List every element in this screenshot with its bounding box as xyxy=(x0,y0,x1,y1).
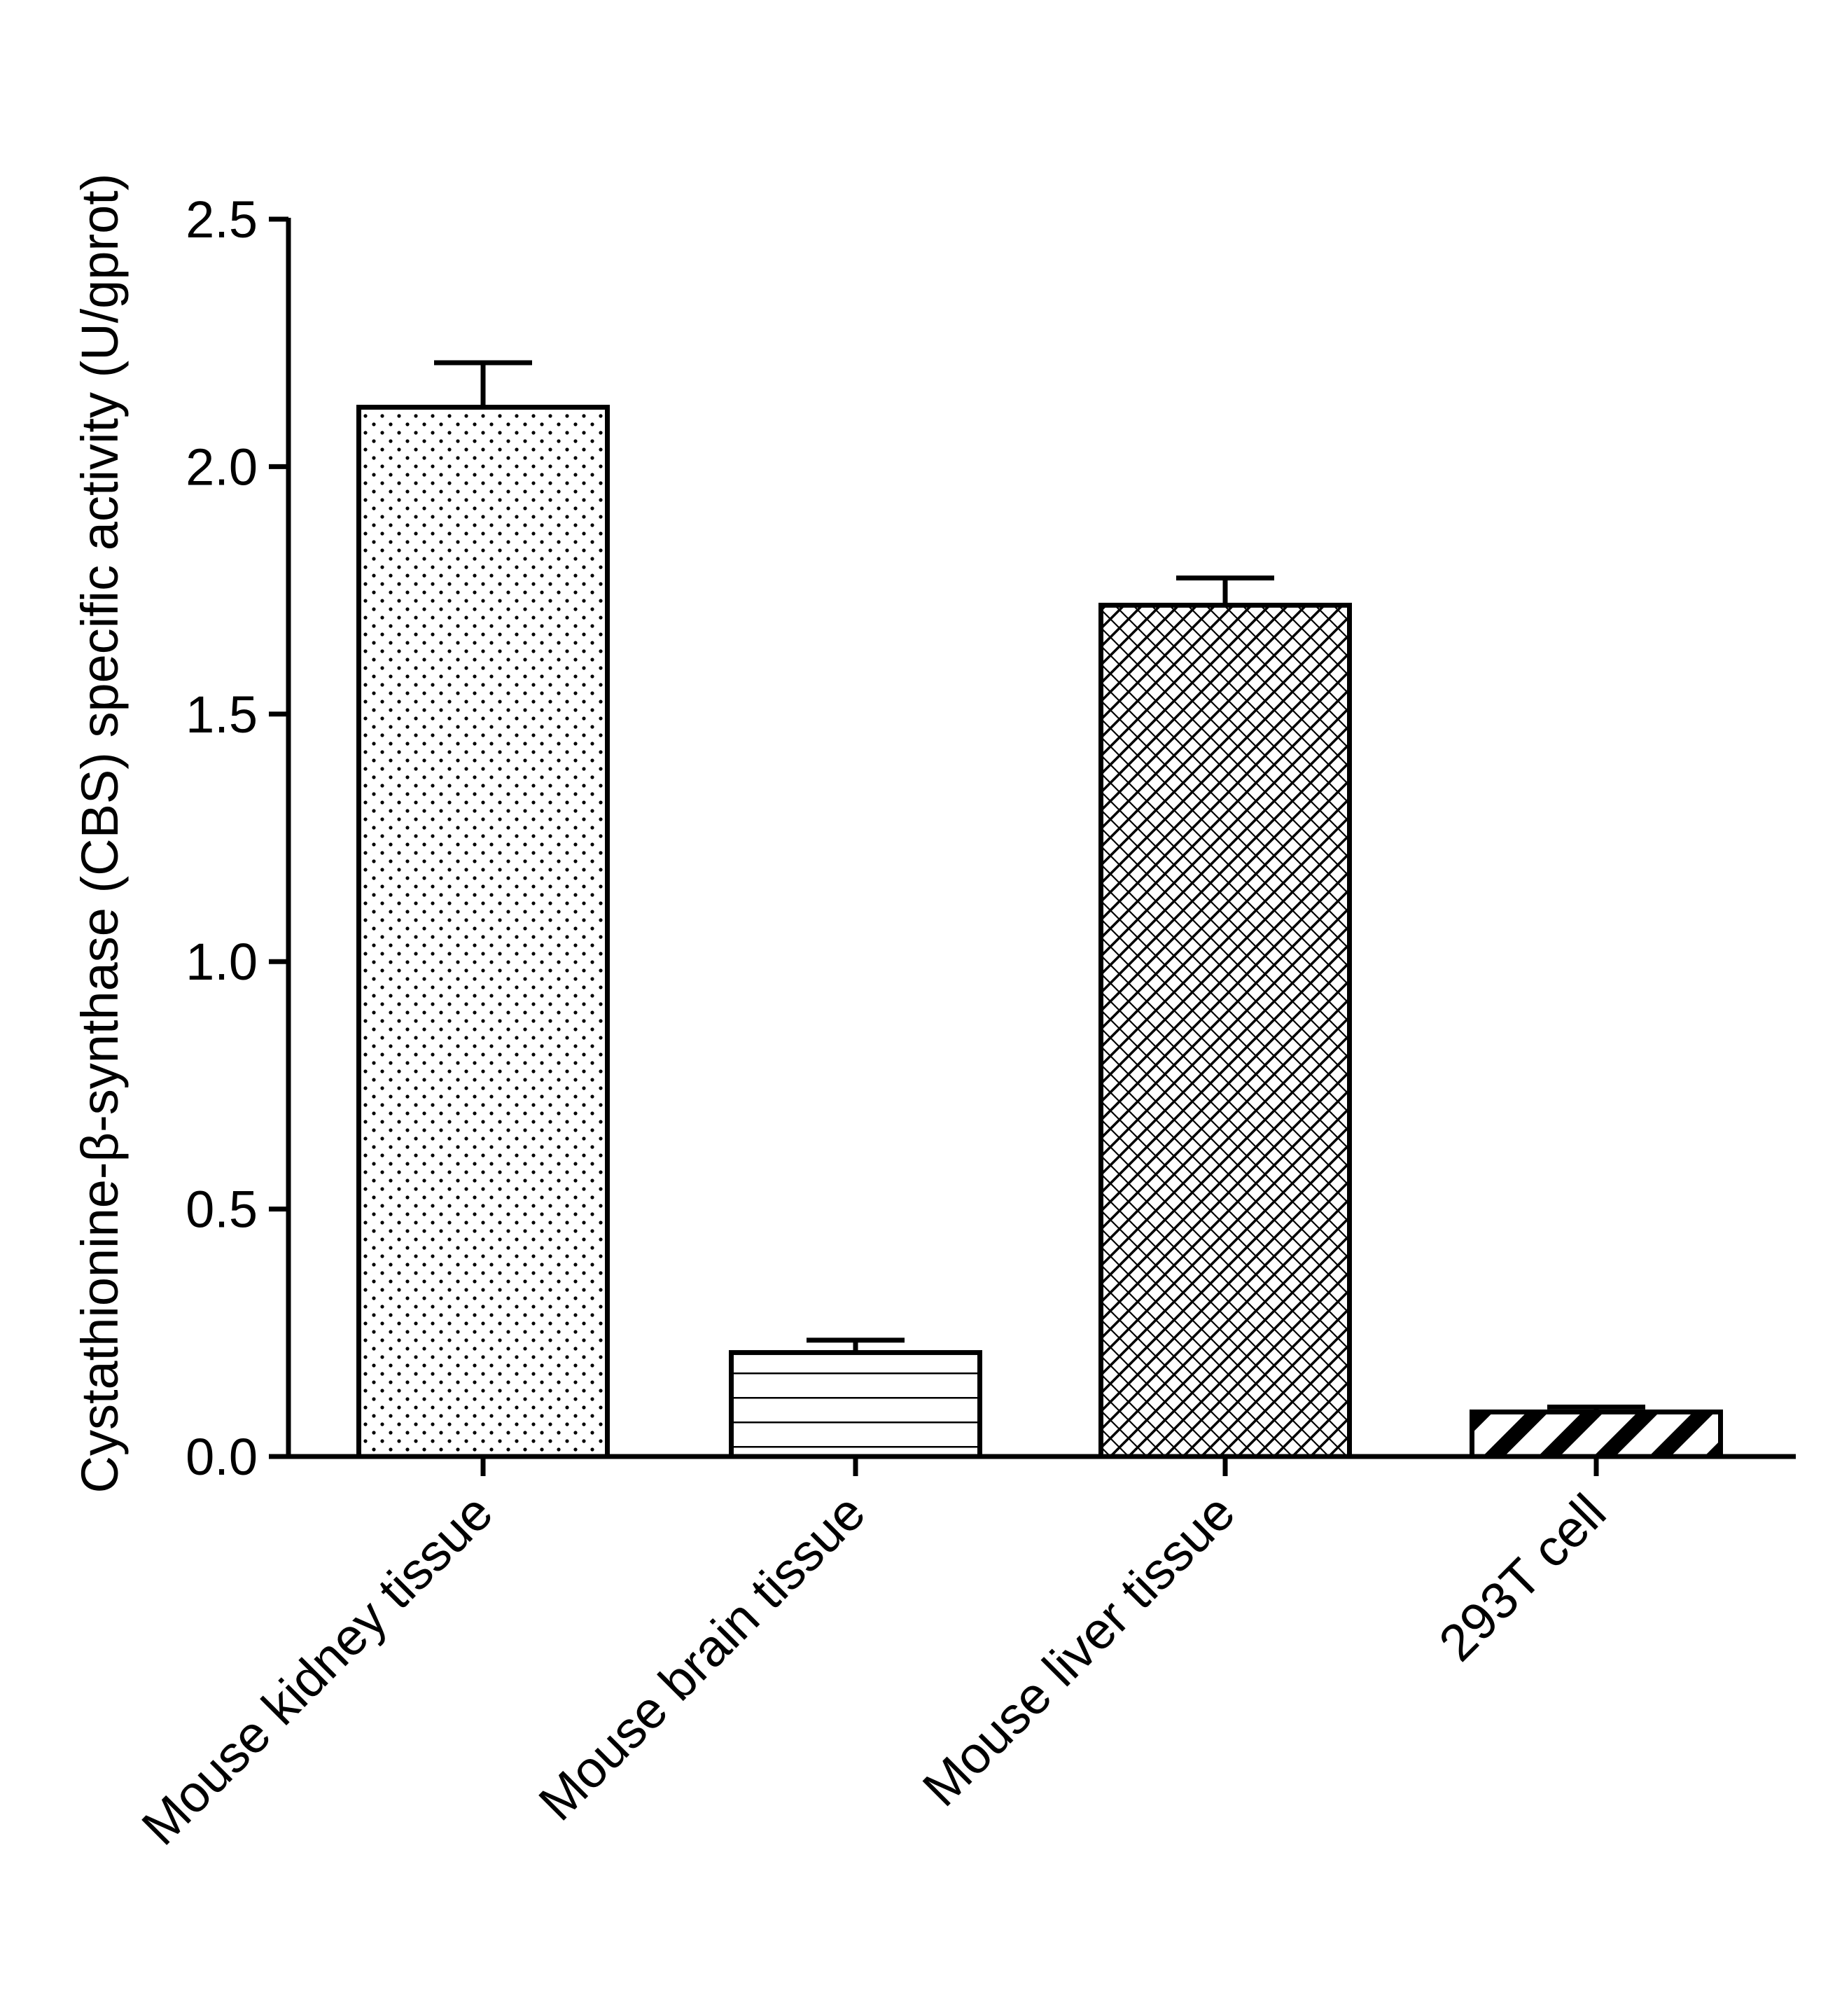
y-tick-label: 2.0 xyxy=(186,438,258,496)
x-category-label: Mouse brain tissue xyxy=(527,1483,876,1832)
bar xyxy=(732,1353,980,1457)
y-tick-label: 0.5 xyxy=(186,1181,258,1239)
x-category-label: Mouse kidney tissue xyxy=(131,1483,504,1856)
bar xyxy=(1472,1412,1721,1457)
bar xyxy=(359,408,608,1457)
y-tick-label: 2.5 xyxy=(186,190,258,249)
y-tick-label: 1.5 xyxy=(186,686,258,744)
x-category-label: 293T cell xyxy=(1428,1483,1617,1672)
y-tick-label: 0.0 xyxy=(186,1428,258,1486)
bar xyxy=(1101,605,1350,1457)
y-tick-label: 1.0 xyxy=(186,933,258,991)
x-category-label: Mouse liver tissue xyxy=(912,1483,1246,1817)
y-axis-title: Cystathionine-β-synthase (CBS) specific … xyxy=(71,174,129,1494)
